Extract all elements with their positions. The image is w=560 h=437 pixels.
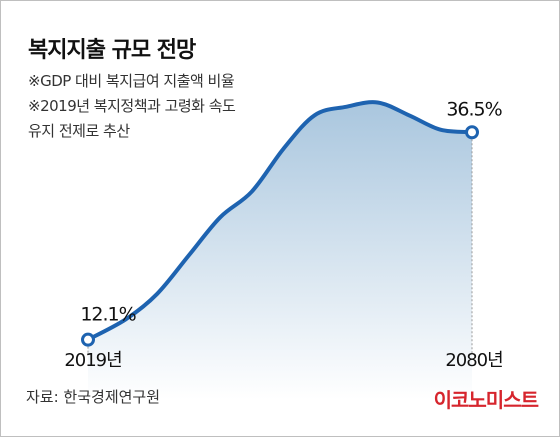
- start-value-label: 12.1%: [80, 304, 135, 326]
- chart-title: 복지지출 규모 전망: [28, 38, 196, 63]
- end-value-label: 36.5%: [446, 98, 501, 120]
- note-line-3: 유지 전제로 추산: [28, 122, 130, 140]
- end-point-marker: [465, 125, 479, 140]
- note-line-1: ※GDP 대비 복지급여 지출액 비율: [28, 72, 235, 90]
- series-line: [86, 100, 474, 342]
- start-point-marker: [81, 332, 95, 347]
- publisher-logo: 이코노미스트: [433, 388, 539, 412]
- area-fill: [88, 102, 472, 401]
- source-note: 자료: 한국경제연구원: [26, 388, 161, 406]
- x-tick-label-end: 2080년: [445, 350, 502, 371]
- x-tick-label-start: 2019년: [64, 350, 121, 371]
- note-line-2: ※2019년 복지정책과 고령화 속도: [28, 97, 236, 115]
